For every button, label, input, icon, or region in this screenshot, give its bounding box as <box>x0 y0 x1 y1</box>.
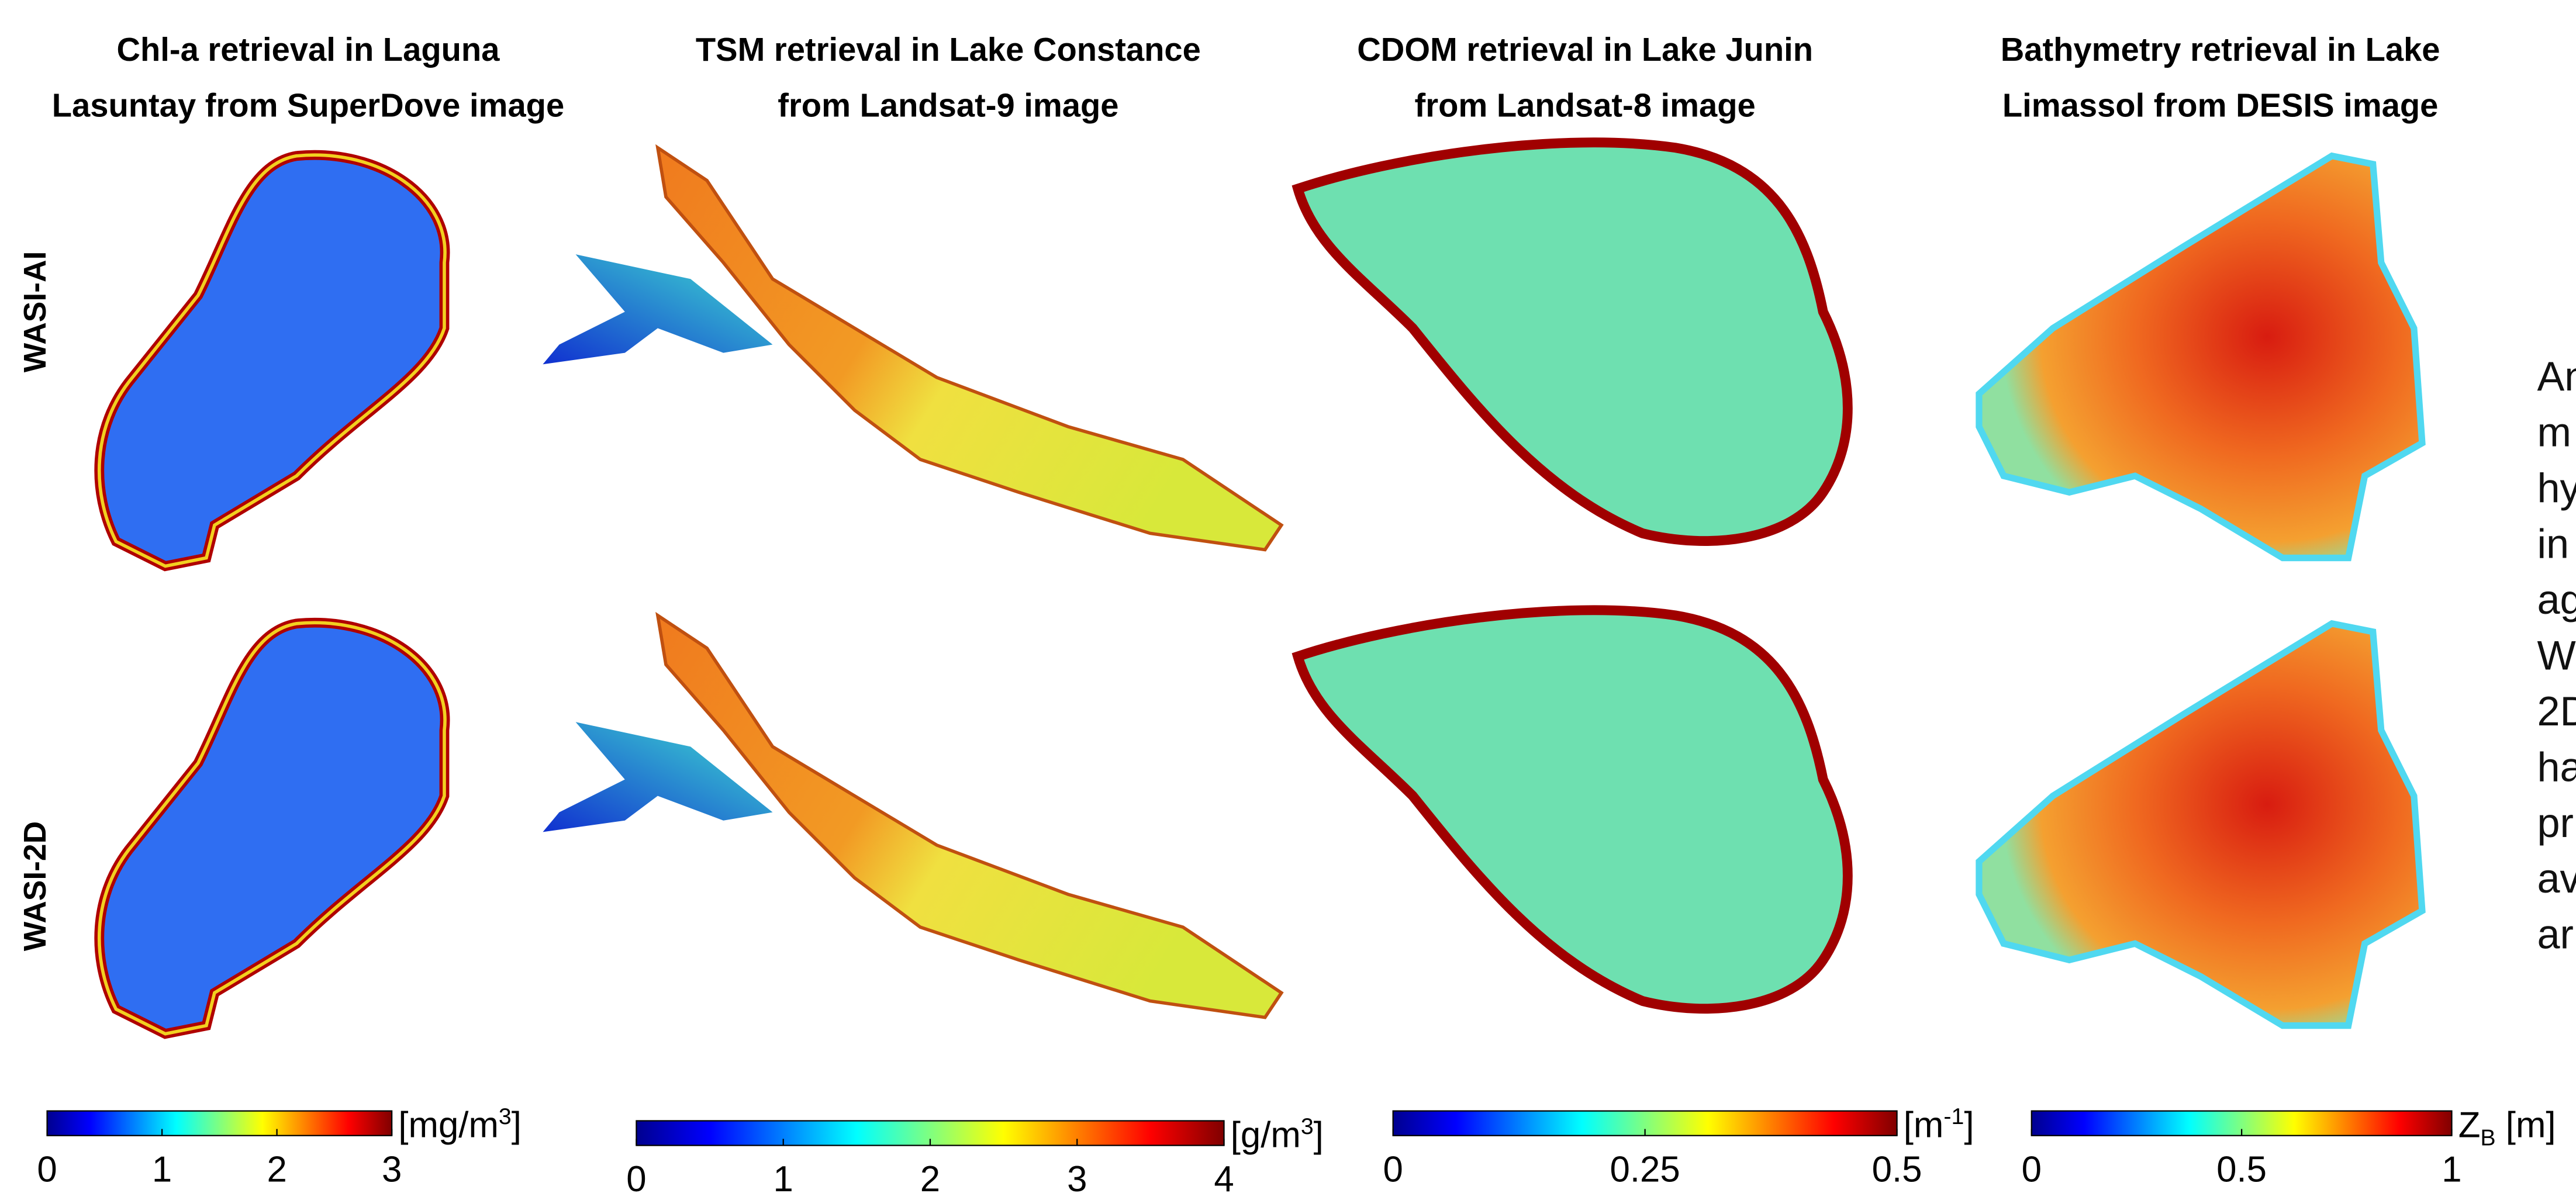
colorbar-tick-label: 1 <box>2442 1149 2461 1189</box>
row-label: WASI-AI <box>18 251 53 372</box>
colorbar-tick-label: 2 <box>920 1159 940 1193</box>
maps-row-1 <box>99 143 2422 566</box>
panel-title: CDOM retrieval in Lake Junin <box>1357 31 1813 68</box>
colorbar-unit: ZB [m] <box>2458 1105 2556 1151</box>
panel-title: Limassol from DESIS image <box>2002 87 2438 123</box>
colorbar-tick-label: 0 <box>2022 1149 2042 1189</box>
unit-superscript: -1 <box>1943 1104 1964 1129</box>
colorbar-unit: [m-1] <box>1904 1104 1974 1145</box>
unit-superscript: 3 <box>499 1104 512 1129</box>
unit-tail: ] <box>1314 1115 1324 1155</box>
side-text-line: in <box>2537 521 2569 567</box>
panel-title: TSM retrieval in Lake Constance <box>696 31 1201 68</box>
side-text-line: hy <box>2537 465 2576 511</box>
colorbar-tick-label: 0.5 <box>1872 1149 1922 1189</box>
colorbar-tick-label: 0 <box>37 1149 57 1189</box>
figure: Chl-a retrieval in Laguna Lasuntay from S… <box>0 0 2576 1193</box>
side-text-line: av <box>2537 855 2576 901</box>
panel-title: from Landsat-9 image <box>778 87 1118 123</box>
colorbar-tick-label: 0.25 <box>1610 1149 1680 1189</box>
page: Retrieval maps { "panels": [ {"title_lin… <box>0 0 2576 1193</box>
unit-tail: ] <box>512 1105 522 1146</box>
side-text-line: pr <box>2537 800 2573 846</box>
colorbar-tick-label: 4 <box>1214 1159 1234 1193</box>
maps-row-2 <box>99 610 2422 1034</box>
unit-base: Z <box>2458 1105 2481 1146</box>
body: Chl-a retrieval in Laguna Lasuntay from S… <box>0 0 2576 1193</box>
colorbar-tick-label: 0 <box>626 1159 646 1193</box>
side-text-line: m <box>2537 409 2571 455</box>
colorbar-tick-label: 0 <box>1383 1149 1403 1189</box>
colorbar-tick-label: 0.5 <box>2216 1149 2267 1189</box>
colorbar-tick-label: 1 <box>152 1149 172 1189</box>
colorbar-unit: [g/m3] <box>1231 1114 1324 1155</box>
colorbar-unit: [mg/m3] <box>398 1104 522 1145</box>
colorbar-tick-label: 3 <box>382 1149 402 1189</box>
side-text-line: W <box>2537 632 2575 678</box>
row-label: WASI-2D <box>18 821 53 951</box>
colorbar-tick-label: 1 <box>774 1159 793 1193</box>
unit-base: [m <box>1904 1105 1944 1146</box>
panel-title: Lasuntay from SuperDove image <box>52 87 564 123</box>
unit-tail: ] <box>1964 1105 1974 1146</box>
panel-title: Chl-a retrieval in Laguna <box>116 31 500 68</box>
unit-tail: [m] <box>2496 1105 2556 1146</box>
side-text-line: An <box>2537 353 2576 399</box>
colorbar <box>47 1111 392 1136</box>
panel-title: from Landsat-8 image <box>1415 87 1756 123</box>
side-text-line: ag <box>2537 576 2576 623</box>
side-text-line: ha <box>2537 744 2576 790</box>
unit-subscript: B <box>2480 1125 2495 1151</box>
panel-title: Bathymetry retrieval in Lake <box>2001 31 2440 68</box>
colorbar-tick-label: 2 <box>267 1149 286 1189</box>
side-text-line: ar <box>2537 911 2573 957</box>
side-text-line: 2D <box>2537 688 2576 734</box>
unit-base: [mg/m <box>398 1105 499 1146</box>
unit-base: [g/m <box>1231 1115 1301 1155</box>
unit-superscript: 3 <box>1301 1114 1314 1139</box>
colorbar-tick-label: 3 <box>1067 1159 1087 1193</box>
